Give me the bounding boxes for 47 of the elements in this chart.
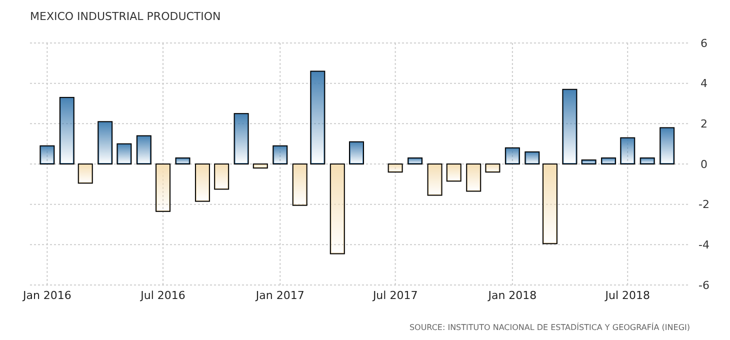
y-tick-label: -2 <box>698 198 710 212</box>
bar <box>310 70 326 164</box>
bar <box>601 157 616 164</box>
x-tick-label: Jul 2018 <box>604 289 650 302</box>
bar <box>562 88 578 164</box>
bar <box>640 157 655 164</box>
y-tick-label: -6 <box>698 278 710 292</box>
bar <box>620 137 636 164</box>
source-note: SOURCE: INSTITUTO NACIONAL DE ESTADÍSTICA Y GEOGRAFÍA (INEGI) <box>409 322 690 332</box>
bar <box>485 164 500 173</box>
x-tick-label: Jan 2016 <box>22 289 72 302</box>
y-tick-label: 2 <box>700 118 708 131</box>
bar <box>252 164 268 169</box>
bar <box>349 141 364 164</box>
x-tick-label: Jul 2017 <box>372 289 418 302</box>
bar <box>446 164 462 182</box>
bar <box>272 145 288 164</box>
x-tick-label: Jan 2018 <box>487 289 537 302</box>
bar <box>542 164 558 244</box>
y-tick-label: 6 <box>700 36 708 50</box>
bar <box>156 164 171 212</box>
bar <box>504 147 520 164</box>
bar <box>524 151 540 164</box>
bar <box>98 121 113 164</box>
bar <box>214 164 230 190</box>
bar <box>194 164 210 202</box>
bar <box>234 113 249 164</box>
bar <box>116 143 132 164</box>
bar <box>388 164 403 173</box>
bar <box>466 164 482 192</box>
bar <box>59 96 74 164</box>
chart-title: MEXICO INDUSTRIAL PRODUCTION <box>30 10 221 23</box>
y-tick-label: -4 <box>698 238 710 252</box>
bar <box>660 127 675 164</box>
bar <box>136 135 152 164</box>
bar <box>175 157 190 164</box>
y-tick-label: 4 <box>700 77 708 90</box>
bar <box>292 164 308 206</box>
y-tick-label: 0 <box>700 158 708 171</box>
bar <box>408 157 423 164</box>
bar <box>330 164 345 254</box>
x-tick-label: Jan 2017 <box>254 289 304 302</box>
bar <box>581 159 596 164</box>
bar <box>40 145 55 164</box>
x-tick-label: Jul 2016 <box>140 289 186 302</box>
bar <box>78 164 93 184</box>
bar <box>427 164 442 196</box>
